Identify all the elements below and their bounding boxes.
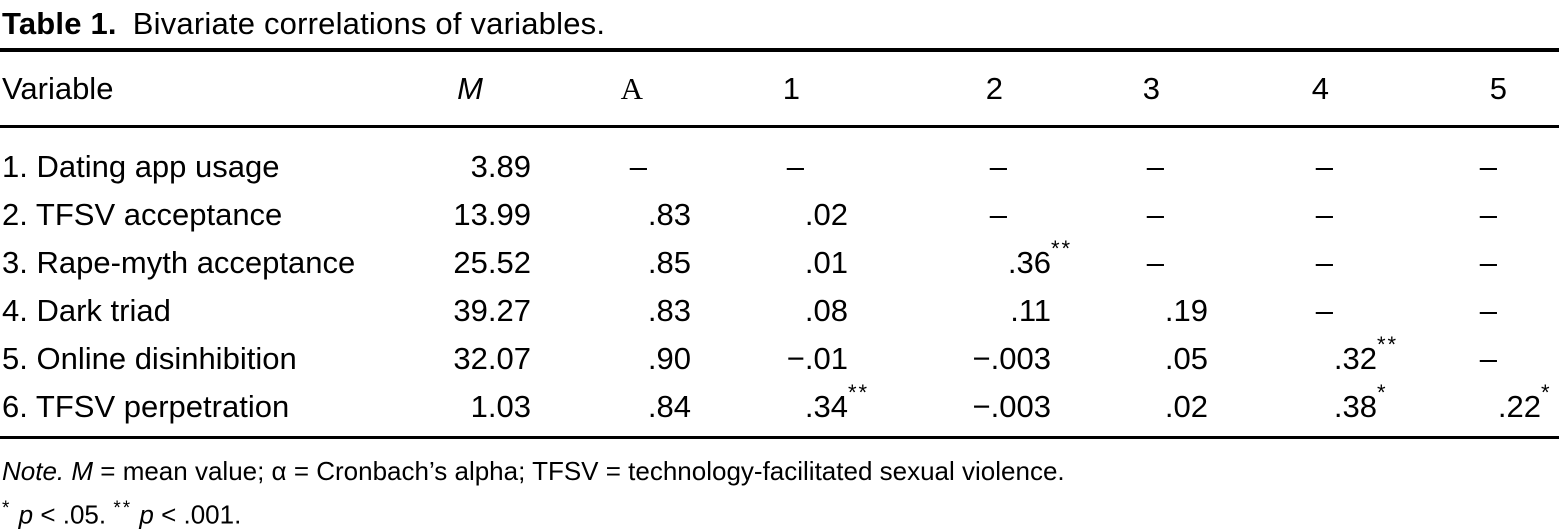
table-cell: .32 ** — [1333, 332, 1399, 376]
single-asterisk: * — [2, 498, 12, 519]
table-cell: .90 — [647, 341, 691, 376]
row-label: 6. TFSV perpetration — [0, 383, 410, 439]
col-header-variable: Variable — [0, 50, 410, 128]
row-label: 3. Rape-myth acceptance — [2, 245, 356, 280]
table-cell: .08 — [804, 293, 848, 328]
row-label: 4. Dark triad — [2, 293, 171, 328]
table-cell: 39.27 — [453, 293, 531, 328]
table-row: 2. TFSV acceptance 13.99 .83 .02 – – – – — [0, 191, 1559, 239]
col-header-1: 1 — [695, 50, 852, 128]
table-row: 3. Rape-myth acceptance 25.52 .85 .01 .3… — [0, 236, 1559, 287]
table-cell: 32.07 — [453, 341, 531, 376]
table-cell: – — [1479, 245, 1497, 280]
table-cell: .34 ** — [695, 380, 867, 439]
note-line: Note. M = mean value; α = Cronbach’s alp… — [2, 452, 1559, 490]
table-cell: – — [629, 149, 647, 184]
table-cell: – — [1315, 293, 1333, 328]
table-cell: – — [1146, 197, 1164, 232]
table-cell: .01 — [804, 245, 848, 280]
table-cell: .83 — [647, 197, 691, 232]
table-cell: .36 ** — [1007, 236, 1073, 280]
table-number: Table 1. — [2, 6, 117, 41]
table-cell: .38 * — [1212, 380, 1386, 439]
row-label: 1. Dating app usage — [2, 149, 280, 184]
table-row: 6. TFSV perpetration 1.03 .84 .34 ** −.00… — [0, 380, 1559, 439]
table-caption: Bivariate correlations of variables. — [132, 6, 606, 41]
table-cell: – — [1479, 149, 1497, 184]
col-header-alpha: A — [535, 50, 695, 128]
table-cell: – — [989, 149, 1007, 184]
table-cell: −.01 — [786, 341, 848, 376]
p-symbol: p — [18, 499, 34, 530]
note-label: Note. — [2, 456, 65, 486]
significance-line: * p < .05. ** p < .001. — [2, 498, 242, 530]
table-cell: −.003 — [852, 383, 1055, 439]
table-cell: – — [989, 197, 1007, 232]
table-cell: – — [1146, 245, 1164, 280]
table-cell: .85 — [647, 245, 691, 280]
table-cell: .19 — [1164, 293, 1208, 328]
table-note: Note. M = mean value; α = Cronbach’s alp… — [0, 452, 1559, 532]
col-header-mean: M — [410, 50, 535, 128]
note-text: = mean value; α = Cronbach’s alpha; TFSV… — [93, 456, 1065, 486]
table-cell: .02 — [1055, 383, 1212, 439]
row-label: 2. TFSV acceptance — [2, 197, 283, 232]
table-cell: 25.52 — [453, 245, 531, 280]
p-symbol: p — [139, 499, 154, 530]
col-header-2: 2 — [852, 50, 1055, 128]
table-cell: .83 — [647, 293, 691, 328]
table-cell: – — [786, 149, 804, 184]
table-cell: 3.89 — [470, 149, 531, 184]
table-cell: .05 — [1164, 341, 1208, 376]
row-label: 5. Online disinhibition — [2, 341, 297, 376]
table-row: 1. Dating app usage 3.89 – – – – – – — [0, 127, 1559, 192]
double-asterisk: ** — [113, 498, 133, 519]
table-cell: – — [1315, 245, 1333, 280]
col-header-3: 3 — [1055, 50, 1212, 128]
correlation-table: Variable M A 1 2 3 4 5 1. Dating app usa… — [0, 48, 1559, 439]
table-row: 5. Online disinhibition 32.07 .90 −.01 −… — [0, 332, 1559, 383]
note-m-symbol: M — [71, 456, 94, 486]
table-cell: – — [1315, 197, 1333, 232]
table-cell: – — [1479, 197, 1497, 232]
table-cell: .11 — [1010, 293, 1051, 328]
table-cell: – — [1479, 341, 1497, 376]
table-cell: – — [1479, 293, 1497, 328]
table-cell: – — [1315, 149, 1333, 184]
table-cell: – — [1146, 149, 1164, 184]
col-header-5: 5 — [1381, 50, 1559, 128]
table-cell: 1.03 — [410, 383, 535, 439]
table-header-row: Variable M A 1 2 3 4 5 — [0, 50, 1559, 128]
table-cell: .02 — [804, 197, 848, 232]
table-title: Table 1. Bivariate correlations of variab… — [0, 0, 1559, 48]
table-cell: 13.99 — [453, 197, 531, 232]
table-cell: .84 — [535, 383, 695, 439]
col-header-4: 4 — [1212, 50, 1381, 128]
table-cell: .22 * — [1381, 380, 1559, 439]
table-body: 1. Dating app usage 3.89 – – – – – – 2. … — [0, 127, 1559, 439]
table-cell: −.003 — [972, 341, 1051, 376]
table-row: 4. Dark triad 39.27 .83 .08 .11 .19 – – — [0, 287, 1559, 335]
